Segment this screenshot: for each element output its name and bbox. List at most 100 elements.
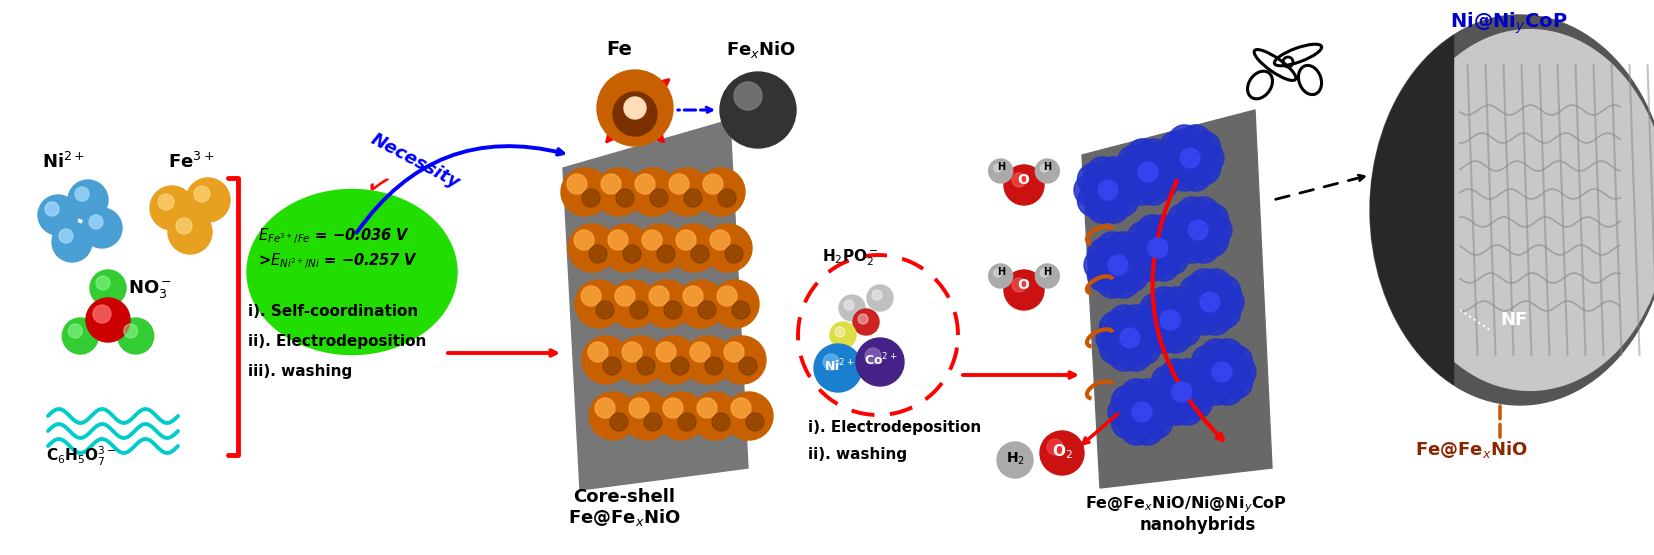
Ellipse shape [1097,322,1128,354]
Circle shape [38,195,78,235]
Text: H$_2$: H$_2$ [1006,451,1025,467]
Ellipse shape [1221,367,1252,398]
Circle shape [614,92,657,136]
Circle shape [872,290,882,300]
Text: Fe: Fe [605,40,632,59]
Ellipse shape [1161,359,1193,391]
Circle shape [83,208,122,248]
Circle shape [595,168,643,216]
Ellipse shape [1150,156,1183,188]
Circle shape [733,301,749,319]
Ellipse shape [1179,275,1211,307]
Circle shape [731,398,751,418]
Ellipse shape [1108,266,1140,298]
Circle shape [839,295,865,321]
Circle shape [1012,173,1025,187]
Ellipse shape [1148,376,1179,408]
Ellipse shape [1107,185,1138,216]
Ellipse shape [1098,191,1130,223]
Circle shape [68,324,83,338]
Circle shape [624,245,642,263]
Circle shape [857,338,905,386]
Circle shape [724,392,772,440]
Ellipse shape [1169,315,1201,346]
Circle shape [1098,180,1118,200]
Ellipse shape [1148,249,1179,281]
Ellipse shape [1087,157,1118,189]
Ellipse shape [1193,142,1224,174]
Circle shape [710,230,729,250]
Circle shape [1004,270,1044,310]
Circle shape [997,442,1034,478]
Text: Ni@Ni$_y$CoP: Ni@Ni$_y$CoP [1451,11,1568,36]
Circle shape [858,314,868,324]
Text: O: O [1017,278,1029,292]
Circle shape [685,336,733,384]
Text: O$_2$: O$_2$ [1052,442,1073,461]
Circle shape [643,413,662,431]
Circle shape [657,245,675,263]
Ellipse shape [1097,232,1128,264]
Circle shape [175,218,192,234]
Ellipse shape [1115,156,1146,188]
Circle shape [650,336,698,384]
Circle shape [739,357,758,375]
Circle shape [683,286,703,306]
Ellipse shape [1196,204,1229,235]
Text: ii). washing: ii). washing [809,447,906,462]
Text: O: O [1017,173,1029,187]
Circle shape [989,264,1012,288]
Ellipse shape [1136,249,1168,281]
Ellipse shape [1145,396,1176,428]
Ellipse shape [1168,159,1201,191]
Circle shape [650,189,668,207]
Ellipse shape [1189,303,1221,335]
Ellipse shape [1108,305,1141,337]
Circle shape [185,178,230,222]
Circle shape [705,224,753,272]
Ellipse shape [1141,407,1173,438]
Circle shape [1120,328,1140,348]
Text: Necessity: Necessity [367,130,463,192]
Circle shape [1108,255,1128,275]
Ellipse shape [1148,287,1181,319]
Circle shape [629,168,676,216]
Ellipse shape [1120,379,1153,411]
Circle shape [642,230,662,250]
Circle shape [696,398,716,418]
Text: H: H [1044,267,1052,277]
Ellipse shape [1110,174,1141,206]
Ellipse shape [1087,239,1120,270]
Ellipse shape [1209,275,1240,307]
Polygon shape [1082,110,1272,488]
Text: nanohybrids: nanohybrids [1140,516,1257,534]
Circle shape [629,398,648,418]
Ellipse shape [1100,332,1131,365]
Ellipse shape [1140,294,1171,325]
Circle shape [711,280,759,328]
Ellipse shape [1107,163,1138,195]
Text: Fe$^{3+}$: Fe$^{3+}$ [169,152,215,172]
Circle shape [602,224,650,272]
Circle shape [705,357,723,375]
Circle shape [630,301,648,319]
Ellipse shape [1120,339,1151,371]
Circle shape [582,189,600,207]
Ellipse shape [1164,214,1196,246]
Circle shape [844,300,853,310]
Circle shape [685,189,701,207]
Text: Fe@Fe$_x$NiO: Fe@Fe$_x$NiO [1416,439,1528,460]
Ellipse shape [1138,139,1169,171]
Circle shape [814,344,862,392]
Ellipse shape [1116,260,1148,291]
Circle shape [718,189,736,207]
Ellipse shape [1201,373,1232,405]
Ellipse shape [1191,367,1224,398]
Circle shape [582,336,630,384]
Text: ✓: ✓ [361,170,394,206]
Circle shape [615,336,663,384]
Text: Ni$^{2+}$: Ni$^{2+}$ [41,152,84,172]
Circle shape [600,174,620,194]
Circle shape [159,194,174,210]
Circle shape [1148,238,1168,258]
